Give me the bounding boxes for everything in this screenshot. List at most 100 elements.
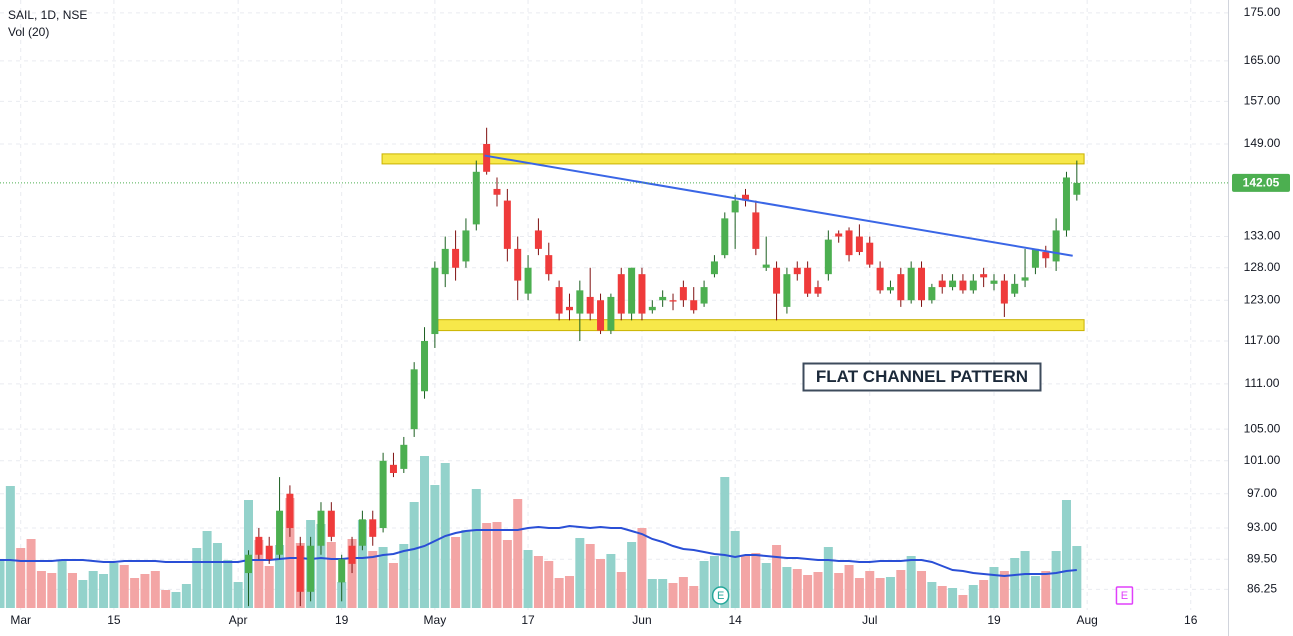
candle-body xyxy=(990,280,998,284)
volume-bar xyxy=(885,577,895,608)
y-tick-label: 117.00 xyxy=(1244,333,1280,347)
candle-body xyxy=(886,287,894,291)
candle-body xyxy=(307,545,315,592)
x-tick-label: 14 xyxy=(728,613,742,627)
event-marker xyxy=(711,586,730,605)
candle-body xyxy=(514,248,522,281)
y-tick-label: 128.00 xyxy=(1244,260,1281,274)
x-tick-label: May xyxy=(424,613,447,627)
volume-bar xyxy=(637,528,647,608)
volume-bar xyxy=(233,582,243,608)
candle-body xyxy=(400,444,408,469)
y-tick-label: 86.25 xyxy=(1247,582,1277,596)
candle-body xyxy=(1073,182,1081,195)
volume-bar xyxy=(78,580,88,608)
y-tick-label: 175.00 xyxy=(1244,5,1281,19)
event-marker xyxy=(1115,586,1134,605)
volume-bar xyxy=(326,542,336,608)
volume-ma-line xyxy=(0,524,1077,578)
volume-bar xyxy=(5,486,15,608)
volume-bar xyxy=(16,548,26,608)
y-tick-label: 157.00 xyxy=(1244,94,1281,108)
candle-body xyxy=(369,519,377,537)
volume-bar xyxy=(420,456,430,608)
y-tick-label: 105.00 xyxy=(1244,421,1281,435)
annotation-box xyxy=(802,362,1042,392)
candle-body xyxy=(741,194,749,201)
chart-title: SAIL, 1D, NSE xyxy=(8,8,87,22)
y-tick-label: 111.00 xyxy=(1245,376,1280,390)
candle-body xyxy=(483,143,491,172)
volume-bar xyxy=(378,547,388,608)
candle-body xyxy=(379,460,387,529)
candle-body xyxy=(586,296,594,314)
candle-body xyxy=(959,280,967,291)
x-tick-label: 19 xyxy=(987,613,1001,627)
volume-bar xyxy=(1041,571,1051,608)
candle-body xyxy=(503,200,511,249)
candle-body xyxy=(565,306,573,311)
volume-bar xyxy=(119,565,129,608)
candle-body xyxy=(628,267,636,314)
candle-body xyxy=(907,267,915,301)
volume-bar xyxy=(192,548,202,608)
volume-bar xyxy=(917,571,927,608)
candle-body xyxy=(317,510,325,546)
candle-body xyxy=(1031,248,1039,268)
y-tick-label: 123.00 xyxy=(1244,292,1281,306)
candle-body xyxy=(265,545,273,560)
volume-bar xyxy=(761,563,771,608)
volume-bar xyxy=(67,573,77,608)
candle-body xyxy=(421,340,429,392)
candle-body xyxy=(534,230,542,249)
candle-body xyxy=(793,267,801,275)
candle-body xyxy=(659,296,667,301)
candle-body xyxy=(762,264,770,268)
candle-body xyxy=(876,267,884,291)
candle-body xyxy=(524,267,532,294)
volume-title: Vol (20) xyxy=(8,25,49,39)
candle-body xyxy=(276,510,284,555)
candle-body xyxy=(938,280,946,288)
candle-body xyxy=(949,280,957,288)
candle-body xyxy=(897,274,905,301)
candle-body xyxy=(1042,252,1050,259)
volume-bar xyxy=(906,556,916,608)
volume-bar xyxy=(0,561,5,608)
volume-bar xyxy=(596,559,606,608)
candle-body xyxy=(638,274,646,314)
candle-body xyxy=(493,188,501,195)
candle-body xyxy=(576,290,584,314)
volume-bar xyxy=(150,571,160,608)
candle-body xyxy=(1011,283,1019,294)
candle-body xyxy=(721,218,729,256)
volume-bar xyxy=(564,576,574,608)
candle-body xyxy=(773,267,781,294)
candle-body xyxy=(918,267,926,301)
volume-bar xyxy=(958,595,968,608)
last-price-label: 142.05 xyxy=(1243,176,1280,190)
x-tick-label: 19 xyxy=(335,613,349,627)
volume-bar xyxy=(678,577,688,608)
candle-body xyxy=(255,536,263,555)
volume-bar xyxy=(948,588,958,608)
candle-body xyxy=(431,267,439,335)
candle-body xyxy=(597,300,605,331)
volume-bar xyxy=(471,489,481,608)
volume-bar xyxy=(792,569,802,608)
volume-bar xyxy=(161,590,171,608)
volume-bar xyxy=(627,542,637,608)
volume-bar xyxy=(844,565,854,608)
volume-bar xyxy=(181,584,191,608)
volume-bar xyxy=(461,530,471,608)
candle-body xyxy=(824,239,832,275)
volume-bar xyxy=(689,586,699,608)
volume-bar xyxy=(709,556,719,608)
volume-bar xyxy=(140,574,150,608)
volume-bar xyxy=(26,539,36,608)
volume-bar xyxy=(451,537,461,608)
x-tick-label: Aug xyxy=(1077,613,1098,627)
volume-bar xyxy=(740,555,750,608)
volume-bar xyxy=(357,520,367,608)
